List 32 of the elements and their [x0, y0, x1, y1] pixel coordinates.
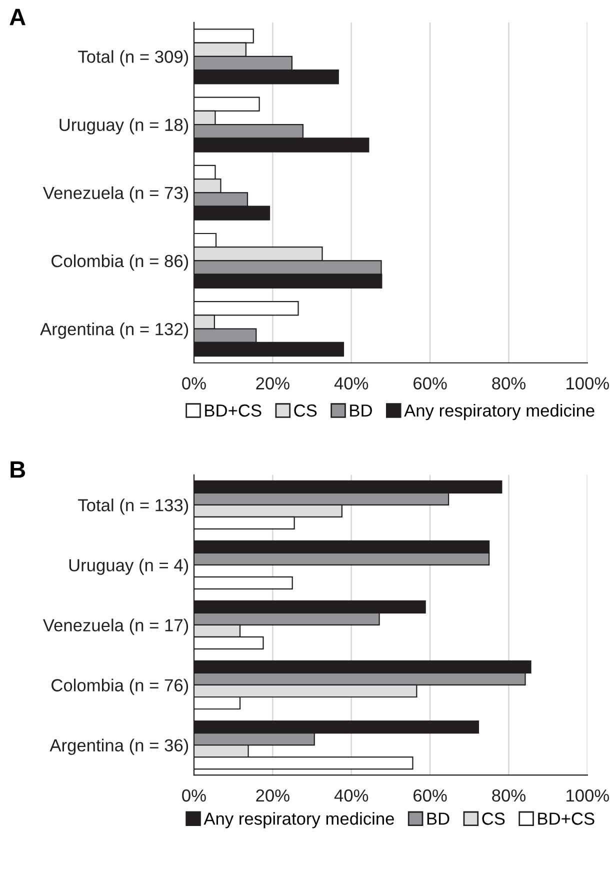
y-tick-label: Argentina (n = 36) [50, 738, 188, 755]
x-tick-label: 100% [566, 377, 610, 390]
x-tick-label: 40% [334, 377, 368, 390]
x-tick-label: 80% [492, 377, 526, 390]
legend-label: BD [350, 404, 372, 417]
legend-label: BD+CS [205, 404, 262, 417]
x-tick-label: 60% [414, 789, 447, 802]
y-tick-label: Venezuela (n = 17) [42, 618, 188, 635]
legend-label: CS [482, 812, 505, 825]
legend-label: Any respiratory medicine [404, 404, 594, 420]
legend-label: Any respiratory medicine [204, 812, 394, 828]
y-tick-label: Total (n = 133) [78, 498, 188, 515]
legend-label: CS [294, 404, 317, 417]
y-tick-label: Venezuela (n = 73) [42, 186, 188, 203]
x-tick-label: 0% [182, 789, 206, 802]
legend-label: BD [427, 812, 450, 825]
x-tick-label: 40% [334, 789, 368, 802]
y-tick-label: Argentina (n = 132) [40, 322, 188, 339]
legend-label: BD+CS [538, 812, 594, 825]
y-tick-label: Total (n = 309) [78, 50, 188, 66]
y-tick-label: Colombia (n = 76) [52, 678, 188, 695]
x-tick-label: 80% [492, 789, 526, 802]
y-tick-label: Uruguay (n = 4) [69, 558, 188, 575]
y-tick-label: Uruguay (n = 18) [60, 118, 188, 134]
x-tick-label: 0% [182, 377, 206, 390]
chart-title: A [10, 8, 26, 26]
x-tick-label: 60% [414, 377, 447, 390]
x-tick-label: 20% [256, 377, 290, 390]
y-tick-label: Colombia (n = 86) [52, 254, 188, 271]
x-tick-label: 100% [566, 789, 610, 802]
x-tick-label: 20% [256, 789, 290, 802]
chart-title: B [10, 461, 26, 478]
